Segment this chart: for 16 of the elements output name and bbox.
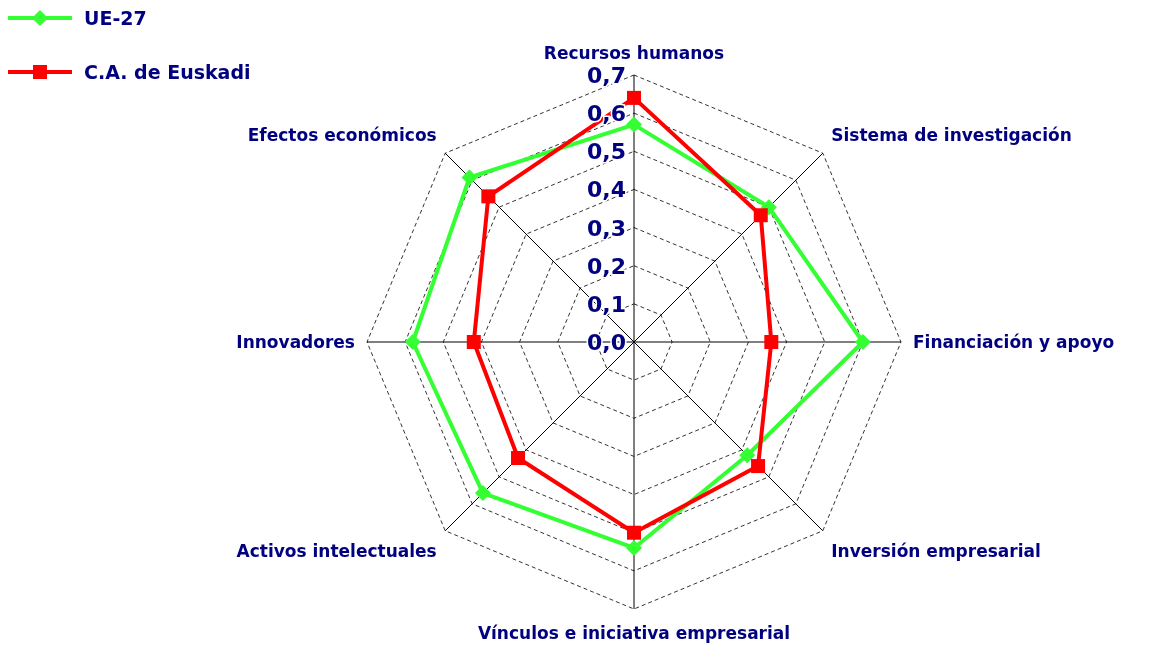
- y-tick-label: 0,2: [587, 253, 626, 279]
- spoke-label: Sistema de investigación: [831, 124, 1072, 145]
- y-tick-label: 0,0: [587, 330, 626, 355]
- legend-label: UE-27: [84, 7, 147, 29]
- spoke-label: Innovadores: [236, 332, 355, 352]
- spoke-label: Activos intelectuales: [236, 541, 437, 562]
- legend-label: C.A. de Euskadi: [84, 61, 251, 83]
- spoke-label: Inversión empresarial: [831, 541, 1041, 562]
- spoke-label: Financiación y apoyo: [913, 332, 1115, 352]
- y-tick-label: 0,4: [587, 177, 626, 203]
- spoke-label: Efectos económicos: [247, 124, 437, 145]
- spoke-label: Recursos humanos: [543, 43, 725, 63]
- spoke-label: Vínculos e iniciativa empresarial: [477, 623, 791, 643]
- y-tick-label: 0,5: [587, 139, 626, 165]
- y-tick-label: 0,3: [587, 215, 626, 241]
- y-tick-label: 0,7: [587, 63, 626, 88]
